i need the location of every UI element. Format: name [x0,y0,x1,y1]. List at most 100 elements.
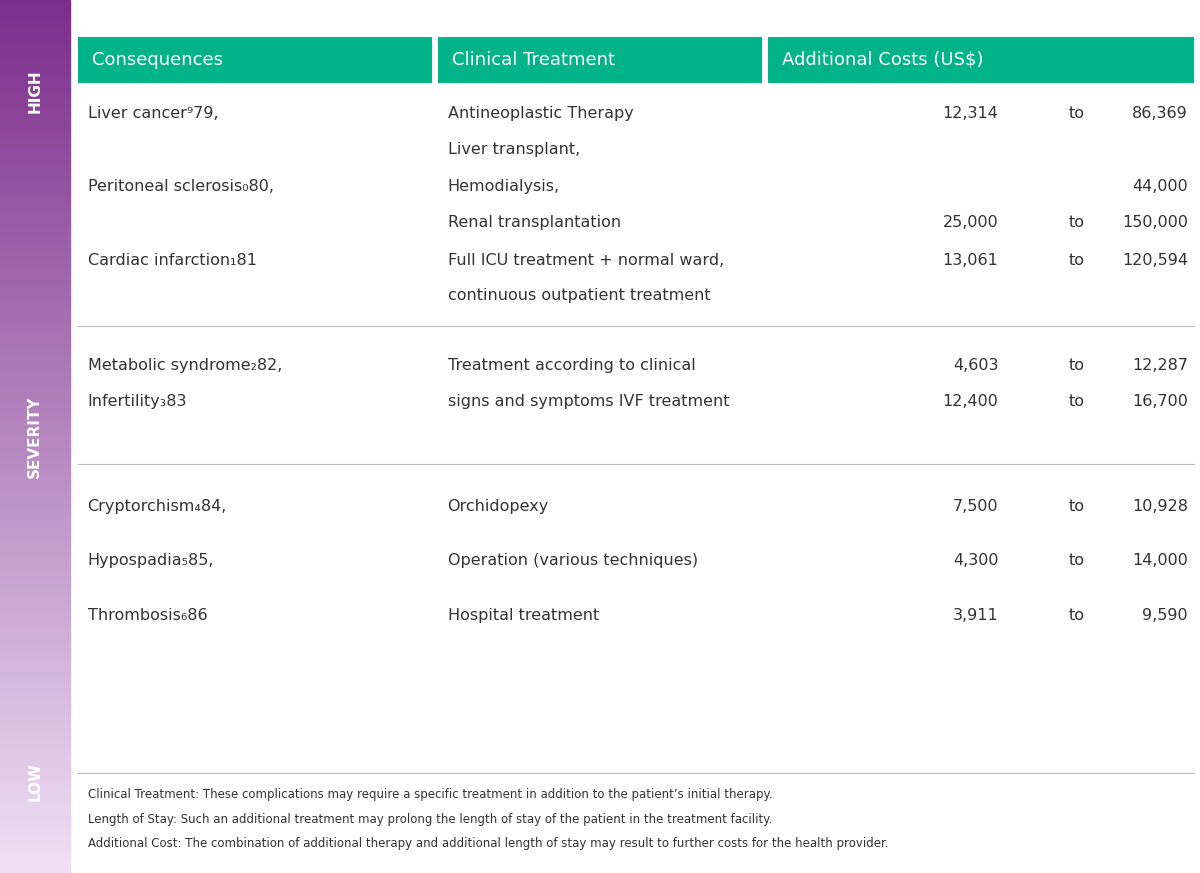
Text: Infertility₃83: Infertility₃83 [88,394,187,409]
Bar [0,410,70,415]
Bar [0,816,70,821]
Bar [0,864,70,869]
Bar [0,214,70,218]
Text: Antineoplastic Therapy: Antineoplastic Therapy [448,106,634,121]
Bar [0,301,70,306]
Text: Treatment according to clinical: Treatment according to clinical [448,358,695,374]
Bar [0,768,70,773]
Bar [0,428,70,432]
Text: 14,000: 14,000 [1132,553,1188,568]
Text: HIGH: HIGH [28,70,42,113]
Bar [0,100,70,105]
Bar [0,729,70,733]
Bar [0,537,70,541]
Bar [0,485,70,489]
Bar [0,96,70,100]
Bar [0,393,70,397]
Bar [0,838,70,842]
Bar [0,271,70,275]
Bar [0,175,70,179]
Bar [0,397,70,402]
Text: to: to [1068,608,1085,622]
Bar [0,755,70,760]
Bar [0,402,70,406]
Bar [0,61,70,65]
Bar [0,746,70,751]
Bar [0,620,70,624]
Bar [0,607,70,611]
Bar [0,92,70,96]
Bar [0,179,70,183]
Bar [0,157,70,162]
Bar [0,113,70,118]
Bar [0,74,70,79]
Bar [0,707,70,711]
Bar [0,812,70,816]
Bar [0,140,70,144]
Bar [0,135,70,140]
Bar [0,615,70,620]
Bar [0,122,70,127]
Bar [0,825,70,829]
Text: SEVERITY: SEVERITY [28,395,42,478]
Bar [0,345,70,349]
Bar [0,319,70,323]
Bar [0,803,70,808]
Text: signs and symptoms IVF treatment: signs and symptoms IVF treatment [448,394,730,409]
Bar [0,598,70,602]
Bar [0,563,70,567]
Text: Hypospadia₅85,: Hypospadia₅85, [88,553,214,568]
Bar [0,450,70,454]
Bar [0,148,70,153]
Bar [0,388,70,393]
Bar [0,550,70,554]
Bar [0,572,70,576]
Text: 4,603: 4,603 [953,358,998,374]
Text: to: to [1068,498,1085,513]
Bar [0,480,70,485]
Bar [0,672,70,677]
Bar [0,144,70,148]
Bar [0,48,70,52]
Bar [0,297,70,301]
Bar [0,118,70,122]
Text: 12,287: 12,287 [1132,358,1188,374]
Bar [0,253,70,258]
Bar [438,37,762,83]
Text: 13,061: 13,061 [942,252,998,268]
Bar [0,655,70,659]
Bar [0,650,70,655]
Bar [0,153,70,157]
Bar [0,528,70,533]
Bar [0,371,70,375]
Bar [0,87,70,92]
Bar [0,786,70,790]
Bar [0,406,70,410]
Bar [0,842,70,847]
Bar [0,681,70,685]
Bar [0,22,70,26]
Bar [0,760,70,764]
Bar [0,567,70,572]
Text: continuous outpatient treatment: continuous outpatient treatment [448,288,710,303]
Text: to: to [1068,252,1085,268]
Bar [0,109,70,113]
Bar [0,240,70,244]
Bar [0,511,70,515]
Text: 9,590: 9,590 [1142,608,1188,622]
Text: Liver transplant,: Liver transplant, [448,141,580,156]
Bar [0,502,70,506]
Bar [0,454,70,458]
Text: Length of Stay: Such an additional treatment may prolong the length of stay of t: Length of Stay: Such an additional treat… [88,813,772,826]
Bar [0,205,70,210]
Bar [0,79,70,83]
Text: Cryptorchism₄84,: Cryptorchism₄84, [88,498,227,513]
Bar [0,829,70,834]
Bar [0,821,70,825]
Bar [0,314,70,319]
Bar [0,445,70,450]
Text: Cardiac infarction₁81: Cardiac infarction₁81 [88,252,257,268]
Bar [0,127,70,131]
Bar [0,441,70,445]
Bar [0,489,70,493]
